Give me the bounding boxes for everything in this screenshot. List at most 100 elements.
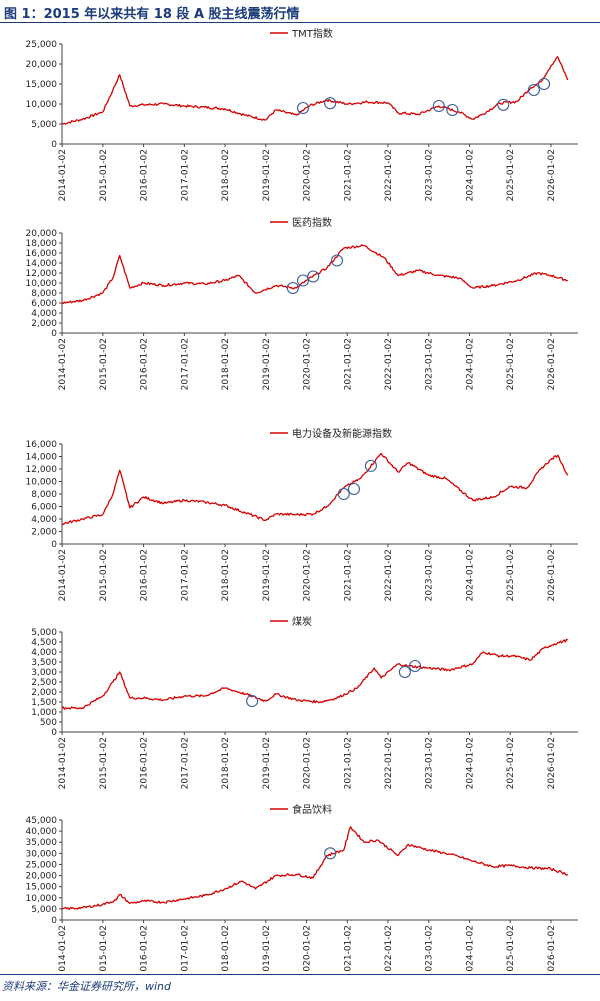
x-tick-label: 2023-01-02 bbox=[425, 925, 435, 972]
y-tick-label: 5,000 bbox=[31, 905, 57, 915]
x-tick-label: 2020-01-02 bbox=[303, 549, 313, 601]
legend-label: 食品饮料 bbox=[292, 803, 332, 816]
x-tick-label: 2018-01-02 bbox=[221, 737, 231, 789]
y-tick-label: 2,000 bbox=[31, 528, 57, 538]
legend-label: 煤炭 bbox=[292, 615, 312, 628]
y-tick-label: 15,000 bbox=[26, 80, 58, 90]
x-tick-label: 2026-01-02 bbox=[547, 925, 557, 972]
x-tick-label: 2025-01-02 bbox=[506, 925, 516, 972]
y-tick-label: 10,000 bbox=[26, 478, 58, 488]
y-tick-label: 1,000 bbox=[31, 708, 57, 718]
highlight-circle bbox=[330, 254, 344, 267]
x-tick-label: 2020-01-02 bbox=[303, 925, 313, 972]
x-tick-label: 2016-01-02 bbox=[140, 925, 150, 972]
x-tick-label: 2022-01-02 bbox=[384, 338, 394, 390]
x-tick-label: 2014-01-02 bbox=[58, 549, 68, 601]
legend-label: 医药指数 bbox=[292, 216, 332, 229]
footer-divider bbox=[0, 974, 600, 975]
y-tick-label: 4,000 bbox=[31, 309, 57, 319]
y-tick-label: 0 bbox=[51, 728, 57, 738]
highlight-circle bbox=[409, 659, 422, 673]
highlight-circle bbox=[398, 665, 411, 679]
x-tick-label: 2021-01-02 bbox=[343, 549, 353, 601]
y-tick-label: 8,000 bbox=[31, 490, 57, 500]
y-tick-label: 25,000 bbox=[26, 40, 58, 50]
x-tick-label: 2022-01-02 bbox=[384, 149, 394, 201]
x-tick-label: 2015-01-02 bbox=[99, 338, 109, 390]
highlight-circle bbox=[324, 847, 337, 860]
y-tick-label: 16,000 bbox=[26, 249, 58, 259]
x-tick-label: 2017-01-02 bbox=[180, 737, 190, 789]
x-tick-label: 2018-01-02 bbox=[221, 925, 231, 972]
x-tick-label: 2024-01-02 bbox=[465, 549, 475, 601]
x-tick-label: 2015-01-02 bbox=[99, 925, 109, 972]
y-tick-label: 6,000 bbox=[31, 503, 57, 513]
x-tick-label: 2016-01-02 bbox=[140, 549, 150, 601]
source-note: 资料来源：华金证券研究所，wind bbox=[2, 980, 172, 993]
x-tick-label: 2017-01-02 bbox=[180, 549, 190, 601]
x-tick-label: 2014-01-02 bbox=[58, 149, 68, 201]
x-tick-label: 2023-01-02 bbox=[425, 149, 435, 201]
x-tick-label: 2026-01-02 bbox=[547, 338, 557, 390]
y-tick-label: 4,000 bbox=[31, 515, 57, 525]
series-line bbox=[61, 638, 569, 710]
y-tick-label: 4,500 bbox=[31, 638, 57, 648]
y-tick-label: 0 bbox=[51, 140, 57, 150]
y-tick-label: 2,500 bbox=[31, 678, 57, 688]
x-tick-label: 2025-01-02 bbox=[506, 549, 516, 601]
y-tick-label: 6,000 bbox=[31, 299, 57, 309]
y-tick-label: 8,000 bbox=[31, 289, 57, 299]
y-tick-label: 10,000 bbox=[26, 894, 58, 904]
x-tick-label: 2021-01-02 bbox=[343, 737, 353, 789]
x-tick-label: 2023-01-02 bbox=[425, 737, 435, 789]
y-tick-label: 20,000 bbox=[26, 60, 58, 70]
y-tick-label: 20,000 bbox=[26, 229, 58, 239]
x-tick-label: 2022-01-02 bbox=[384, 737, 394, 789]
x-tick-label: 2023-01-02 bbox=[425, 549, 435, 601]
x-tick-label: 2022-01-02 bbox=[384, 925, 394, 972]
highlight-circle bbox=[324, 97, 337, 110]
y-tick-label: 30,000 bbox=[26, 849, 58, 859]
series-line bbox=[61, 452, 569, 526]
x-tick-label: 2014-01-02 bbox=[58, 737, 68, 789]
x-tick-label: 2014-01-02 bbox=[58, 338, 68, 390]
x-tick-label: 2021-01-02 bbox=[343, 338, 353, 390]
x-tick-label: 2024-01-02 bbox=[465, 149, 475, 201]
x-tick-label: 2016-01-02 bbox=[140, 149, 150, 201]
chart-tmt: TMT指数 0 5,000 10,000 15,000 20,000 25,000 2014-… bbox=[0, 24, 600, 202]
y-tick-label: 35,000 bbox=[26, 838, 58, 848]
highlight-circle bbox=[246, 694, 259, 708]
x-tick-label: 2015-01-02 bbox=[99, 737, 109, 789]
x-tick-label: 2022-01-02 bbox=[384, 549, 394, 601]
x-tick-label: 2019-01-02 bbox=[262, 925, 272, 972]
y-tick-label: 40,000 bbox=[26, 827, 58, 837]
y-tick-label: 12,000 bbox=[26, 465, 58, 475]
x-tick-label: 2021-01-02 bbox=[343, 925, 353, 972]
y-tick-label: 15,000 bbox=[26, 883, 58, 893]
chart-svg: 医药指数 02,0004,0006,0008,00010,00012,00014,… bbox=[26, 216, 578, 390]
x-tick-label: 2014-01-02 bbox=[58, 925, 68, 972]
highlight-circle bbox=[527, 83, 540, 97]
y-tick-label: 3,000 bbox=[31, 668, 57, 678]
x-tick-label: 2017-01-02 bbox=[180, 338, 190, 390]
highlight-circle bbox=[286, 281, 299, 295]
x-tick-label: 2025-01-02 bbox=[506, 149, 516, 201]
y-tick-label: 20,000 bbox=[26, 872, 58, 882]
y-tick-label: 0 bbox=[51, 540, 57, 550]
x-tick-label: 2017-01-02 bbox=[180, 149, 190, 201]
x-tick-label: 2025-01-02 bbox=[506, 737, 516, 789]
x-tick-label: 2024-01-02 bbox=[465, 925, 475, 972]
chart-power-equipment: 电力设备及新能源指数 0 2,000 4,000 6,000 8,000 10,000 12,… bbox=[0, 424, 600, 602]
chart-svg: TMT指数 0 5,000 10,000 15,000 20,000 25,000 2014-… bbox=[26, 27, 578, 201]
highlight-circle bbox=[296, 274, 310, 287]
y-tick-label: 500 bbox=[40, 718, 57, 728]
legend-label: TMT指数 bbox=[291, 27, 333, 40]
series-line bbox=[61, 56, 569, 125]
y-tick-label: 10,000 bbox=[26, 279, 58, 289]
x-tick-label: 2021-01-02 bbox=[343, 149, 353, 201]
highlight-circle bbox=[307, 270, 320, 283]
x-tick-label: 2016-01-02 bbox=[140, 737, 150, 789]
y-tick-label: 3,500 bbox=[31, 658, 57, 668]
title-divider bbox=[0, 22, 600, 23]
